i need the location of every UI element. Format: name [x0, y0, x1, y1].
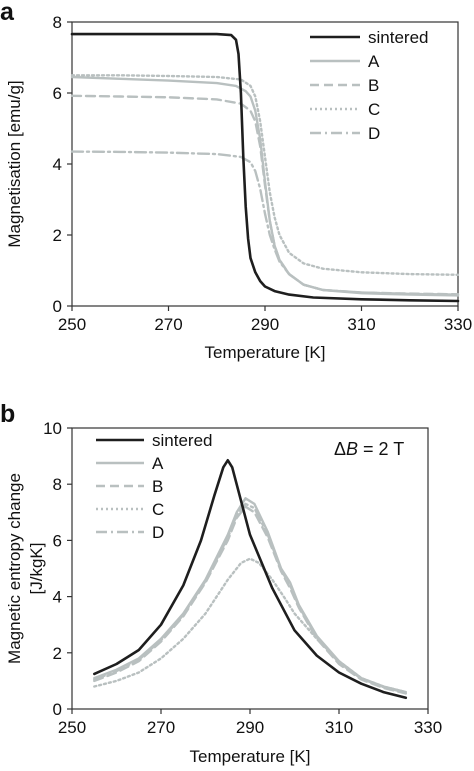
x-tick-label: 310 — [325, 718, 353, 737]
x-tick-label: 310 — [347, 315, 375, 334]
x-tick-label: 270 — [154, 315, 182, 334]
legend-label-sintered: sintered — [152, 431, 212, 450]
x-tick-label: 250 — [58, 315, 86, 334]
y-tick-label: 2 — [53, 226, 62, 245]
legend-label-a: A — [368, 52, 380, 71]
x-tick-label: 290 — [251, 315, 279, 334]
x-tick-label: 330 — [414, 718, 442, 737]
series-line-a — [93, 497, 407, 694]
series-line-c — [93, 557, 407, 694]
y-axis-unit: [J/kgK] — [27, 543, 46, 595]
legend-label-d: D — [152, 523, 164, 542]
y-tick-label: 0 — [53, 700, 62, 719]
legend-label-sintered: sintered — [368, 28, 428, 47]
y-tick-label: 8 — [53, 13, 62, 32]
y-tick-label: 6 — [53, 84, 62, 103]
panel-b-chart: b 250 270 290 310 330 0 2 4 6 8 10 Temperature [K] Ma… — [0, 400, 442, 766]
y-tick-label: 2 — [53, 644, 62, 663]
legend-label-d: D — [368, 124, 380, 143]
panel-a-chart: a 250 270 290 310 330 0 2 4 6 8 Temperature [K] Magn… — [0, 0, 472, 362]
y-tick-label: 0 — [53, 297, 62, 316]
series-line-b — [70, 94, 460, 296]
x-tick-label: 250 — [58, 718, 86, 737]
legend-label-a: A — [152, 454, 164, 473]
y-tick-label: 4 — [53, 155, 62, 174]
y-tick-label: 6 — [53, 531, 62, 550]
y-axis-title: Magnetic entropy change — [5, 473, 24, 664]
x-tick-label: 290 — [236, 718, 264, 737]
x-tick-label: 270 — [147, 718, 175, 737]
y-axis-title: Magnetisation [emu/g] — [5, 80, 24, 247]
series-line-b — [93, 505, 407, 695]
x-axis-title: Temperature [K] — [190, 747, 311, 766]
series-line-c — [70, 74, 460, 276]
x-tick-label: 330 — [444, 315, 472, 334]
series-line-a — [70, 75, 460, 297]
y-tick-label: 8 — [53, 475, 62, 494]
field-annotation: ΔB = 2 T — [334, 439, 404, 459]
y-tick-label: 4 — [53, 588, 62, 607]
series-line-sintered — [93, 459, 408, 700]
x-axis-title: Temperature [K] — [205, 343, 326, 362]
y-tick-label: 10 — [43, 419, 62, 438]
legend-label-b: B — [368, 76, 379, 95]
panel-letter: a — [0, 0, 15, 26]
series-line-sintered — [70, 32, 460, 303]
legend-label-b: B — [152, 477, 163, 496]
legend-label-c: C — [152, 500, 164, 519]
legend-label-c: C — [368, 100, 380, 119]
panel-letter: b — [0, 400, 15, 428]
